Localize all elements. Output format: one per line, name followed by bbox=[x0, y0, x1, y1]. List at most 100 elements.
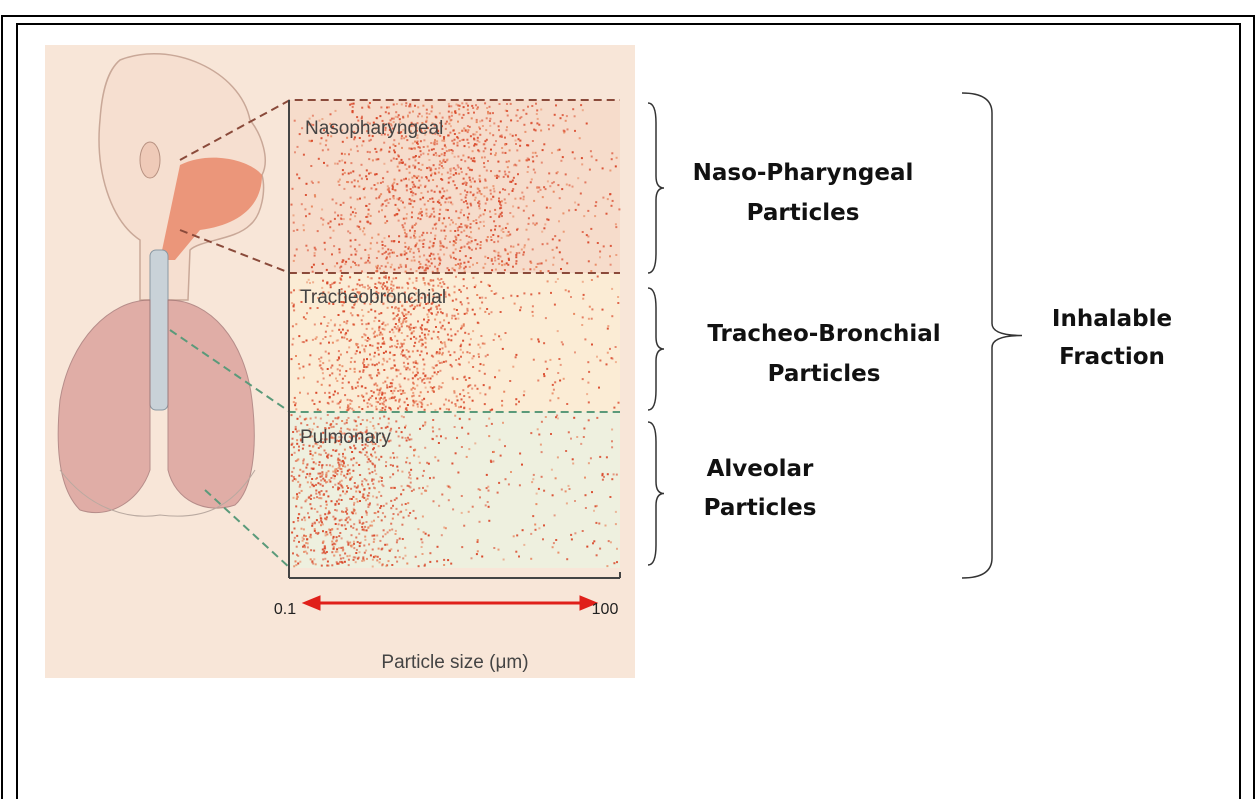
particle bbox=[418, 394, 421, 397]
particle bbox=[377, 233, 380, 236]
particle bbox=[412, 371, 414, 374]
particle bbox=[355, 250, 358, 253]
particle bbox=[461, 326, 464, 329]
particle bbox=[464, 160, 467, 163]
particle bbox=[406, 562, 409, 565]
particle bbox=[343, 422, 346, 425]
particle bbox=[490, 259, 493, 262]
particle bbox=[403, 308, 406, 311]
particle bbox=[296, 439, 299, 442]
particle bbox=[531, 105, 534, 107]
particle bbox=[446, 333, 449, 336]
particle bbox=[433, 223, 436, 226]
particle bbox=[493, 190, 496, 193]
particle bbox=[358, 406, 361, 409]
particle bbox=[365, 451, 368, 454]
particle bbox=[502, 175, 505, 178]
particle bbox=[587, 419, 590, 422]
particle bbox=[428, 310, 431, 313]
particle bbox=[391, 378, 394, 381]
particle bbox=[519, 117, 522, 120]
particle bbox=[359, 423, 362, 426]
particle bbox=[349, 245, 352, 248]
particle bbox=[318, 461, 321, 464]
particle bbox=[417, 175, 420, 178]
particle bbox=[458, 288, 461, 291]
particle bbox=[437, 442, 440, 444]
particle bbox=[479, 120, 482, 123]
particle bbox=[489, 132, 492, 135]
particle bbox=[391, 328, 394, 331]
particle bbox=[330, 436, 333, 439]
particle bbox=[413, 335, 416, 338]
particle bbox=[375, 117, 378, 120]
particle bbox=[422, 486, 424, 489]
particle bbox=[450, 562, 453, 565]
particle bbox=[379, 409, 382, 412]
particle bbox=[416, 140, 419, 143]
particle bbox=[416, 403, 419, 406]
particle bbox=[466, 131, 469, 134]
particle bbox=[535, 155, 538, 158]
particle bbox=[424, 184, 427, 187]
particle bbox=[467, 261, 470, 263]
particle bbox=[419, 391, 422, 394]
particle bbox=[416, 362, 419, 365]
particle bbox=[438, 163, 441, 166]
particle bbox=[449, 172, 452, 175]
particle bbox=[373, 466, 376, 469]
particle bbox=[343, 474, 346, 477]
particle bbox=[392, 143, 395, 146]
particle bbox=[350, 400, 353, 403]
particle bbox=[419, 207, 422, 210]
particle bbox=[472, 107, 475, 109]
particle bbox=[414, 104, 416, 107]
particle bbox=[456, 141, 459, 144]
brace bbox=[647, 287, 665, 411]
particle bbox=[450, 334, 453, 337]
particle bbox=[519, 309, 522, 312]
particle bbox=[593, 540, 596, 543]
particle bbox=[396, 286, 399, 289]
particle bbox=[334, 550, 337, 553]
particle bbox=[374, 310, 377, 313]
particle bbox=[346, 485, 349, 487]
particle bbox=[334, 211, 337, 214]
particle bbox=[346, 427, 349, 430]
particle bbox=[308, 117, 311, 120]
particle bbox=[382, 283, 385, 286]
particle bbox=[432, 153, 435, 156]
particle bbox=[374, 286, 377, 289]
particle bbox=[432, 253, 435, 256]
particle bbox=[535, 102, 537, 105]
particle bbox=[325, 421, 328, 424]
particle bbox=[436, 307, 439, 310]
particle bbox=[387, 560, 390, 563]
particle bbox=[297, 429, 300, 432]
particle bbox=[335, 500, 338, 503]
particle bbox=[324, 452, 327, 454]
particle bbox=[438, 351, 441, 354]
particle bbox=[387, 112, 390, 115]
particle bbox=[484, 209, 486, 212]
particle bbox=[447, 201, 450, 204]
particle bbox=[341, 173, 344, 176]
particle bbox=[433, 190, 436, 193]
particle bbox=[395, 327, 398, 330]
particle bbox=[402, 226, 405, 229]
particle bbox=[436, 128, 439, 131]
particle bbox=[417, 267, 420, 270]
particle bbox=[503, 269, 506, 272]
particle bbox=[381, 338, 384, 341]
particle bbox=[341, 336, 344, 339]
particle bbox=[467, 510, 470, 513]
particle bbox=[369, 171, 372, 174]
particle bbox=[435, 351, 438, 354]
particle bbox=[345, 507, 348, 510]
particle bbox=[455, 298, 458, 301]
particle bbox=[459, 211, 462, 214]
particle bbox=[406, 281, 409, 284]
particle bbox=[323, 316, 326, 318]
particle bbox=[430, 262, 433, 265]
particle bbox=[470, 180, 473, 183]
